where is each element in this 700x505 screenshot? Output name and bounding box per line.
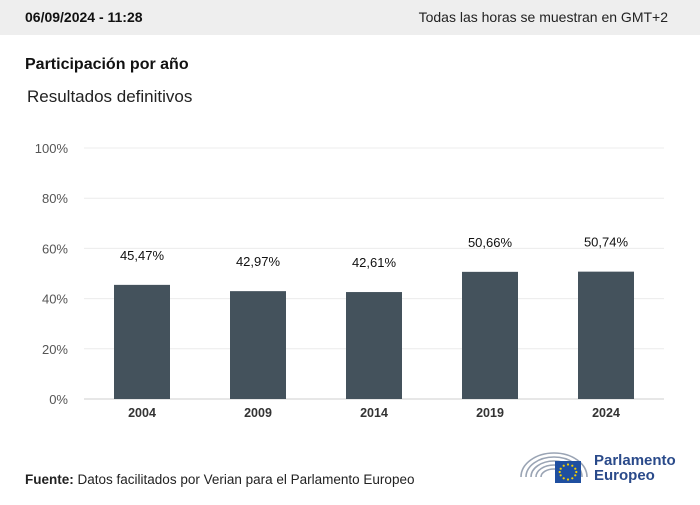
logo-line-2: Europeo bbox=[594, 467, 655, 484]
data-label-2019: 50,66% bbox=[468, 235, 513, 250]
x-tick-label-2019: 2019 bbox=[476, 406, 504, 420]
bar-2019 bbox=[462, 271, 518, 399]
data-label-2024: 50,74% bbox=[584, 235, 629, 250]
bar-2024 bbox=[578, 271, 634, 399]
bar-2009 bbox=[230, 291, 286, 399]
chart-subtitle: Resultados definitivos bbox=[27, 87, 193, 106]
y-axis-ticks: 0% 20% 40% 60% 80% 100% bbox=[35, 141, 69, 407]
x-tick-label-2014: 2014 bbox=[360, 406, 388, 420]
y-tick-label: 80% bbox=[42, 191, 68, 206]
x-tick-label-2004: 2004 bbox=[128, 406, 156, 420]
bar-2014 bbox=[346, 292, 402, 399]
data-label-2014: 42,61% bbox=[352, 255, 397, 270]
logo-line-1: Parlamento bbox=[594, 452, 676, 469]
y-tick-label: 0% bbox=[49, 392, 68, 407]
source-text: Datos facilitados por Verian para el Par… bbox=[77, 472, 415, 487]
y-tick-label: 60% bbox=[42, 241, 68, 256]
data-label-2004: 45,47% bbox=[120, 248, 165, 263]
y-tick-label: 100% bbox=[35, 141, 69, 156]
x-axis-ticks: 2004 2009 2014 2019 2024 bbox=[128, 406, 620, 420]
source-label: Fuente: bbox=[25, 472, 74, 487]
european-parliament-hemicycle-icon bbox=[520, 452, 588, 483]
logo-text: Parlamento Europeo bbox=[594, 453, 676, 483]
source-note: Fuente: Datos facilitados por Verian par… bbox=[25, 472, 414, 487]
chart-title: Participación por año bbox=[25, 56, 189, 73]
bar-2004 bbox=[114, 284, 170, 399]
bars bbox=[114, 271, 634, 399]
top-bar: 06/09/2024 - 11:28 Todas las horas se mu… bbox=[0, 0, 700, 35]
x-tick-label-2024: 2024 bbox=[592, 406, 620, 420]
y-tick-label: 20% bbox=[42, 342, 68, 357]
timezone-note: Todas las horas se muestran en GMT+2 bbox=[418, 9, 668, 25]
timestamp: 06/09/2024 - 11:28 bbox=[25, 9, 143, 25]
data-labels: 45,47% 42,97% 42,61% 50,66% 50,74% bbox=[120, 235, 629, 270]
data-label-2009: 42,97% bbox=[236, 254, 281, 269]
x-tick-label-2009: 2009 bbox=[244, 406, 272, 420]
parliament-logo: Parlamento Europeo bbox=[518, 447, 688, 487]
y-tick-label: 40% bbox=[42, 292, 68, 307]
turnout-bar-chart: 0% 20% 40% 60% 80% 100% 45,47% 42,97% 42,61% 50,… bbox=[35, 141, 664, 420]
